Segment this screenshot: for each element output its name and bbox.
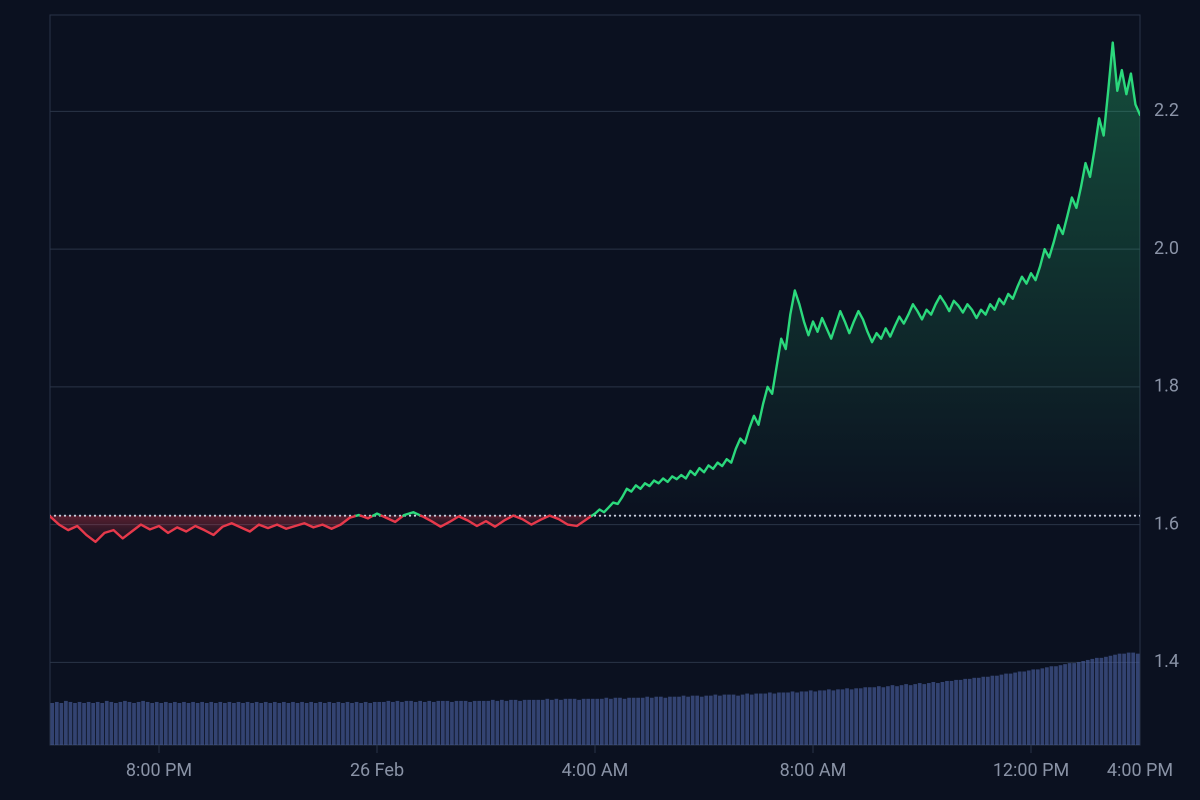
x-tick-label: 4:00 PM — [1107, 760, 1173, 781]
y-tick-label: 1.6 — [1154, 513, 1179, 534]
y-tick-label: 1.8 — [1154, 376, 1179, 397]
x-tick-label: 26 Feb — [350, 760, 404, 781]
y-tick-label: 2.0 — [1154, 238, 1179, 259]
price-chart: 1.4 1.6 1.8 2.0 2.2 8:00 PM 26 Feb 4:00 AM 8:00 … — [0, 0, 1200, 800]
x-tick-label: 8:00 PM — [126, 760, 192, 781]
y-tick-label: 2.2 — [1154, 100, 1179, 121]
y-tick-label: 1.4 — [1154, 651, 1179, 672]
x-tick-label: 8:00 AM — [780, 760, 847, 781]
x-tick-label: 12:00 PM — [993, 760, 1069, 781]
x-tick-label: 4:00 AM — [562, 760, 629, 781]
